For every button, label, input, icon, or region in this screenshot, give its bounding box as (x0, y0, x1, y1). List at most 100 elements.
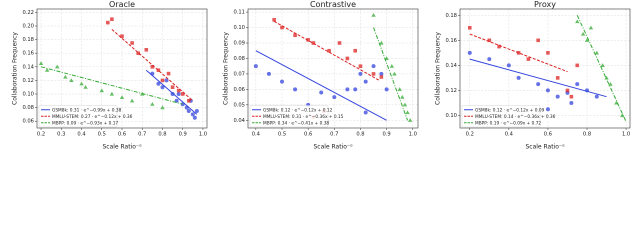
y-tick-label: 0.12 (22, 78, 34, 84)
legend-label: MMLU-STEM: 0.27 · e^−0.12x + 0.36 (52, 114, 133, 120)
point (99, 88, 104, 93)
point (363, 79, 368, 84)
point (150, 102, 155, 106)
point (516, 75, 521, 80)
point (555, 94, 560, 99)
x-tick-label: 0.4 (77, 132, 86, 138)
point (164, 78, 169, 83)
x-tick-label: 0.8 (158, 132, 166, 138)
point (371, 64, 376, 69)
point (594, 94, 599, 99)
point (106, 20, 110, 25)
point (280, 79, 284, 84)
y-tick-label: 0.14 (445, 63, 457, 69)
point (575, 63, 580, 68)
point (332, 95, 337, 100)
x-tick-label: 0.8 (583, 132, 591, 138)
legend-label: GSM8k: 0.12 · e^−0.12x + 0.09 (475, 107, 545, 113)
point (156, 68, 161, 72)
plot-frame (247, 8, 419, 129)
x-tick-label: 0.7 (330, 132, 338, 138)
point (83, 85, 88, 89)
y-tick-label: 0.09 (233, 41, 245, 47)
point (144, 48, 149, 52)
point (536, 82, 541, 87)
y-tick-label: 0.08 (233, 56, 245, 62)
point (129, 98, 135, 103)
point (384, 87, 389, 92)
point (120, 34, 124, 38)
y-tick-label: 0.18 (445, 13, 457, 19)
point (170, 85, 175, 89)
x-tick-label: 0.4 (252, 132, 261, 138)
x-tick-label: 0.3 (57, 132, 65, 138)
point (358, 71, 363, 76)
x-tick-label: 0.4 (505, 132, 514, 138)
point (467, 50, 472, 55)
point (487, 38, 492, 43)
y-tick-label: 0.11 (233, 10, 245, 16)
point (545, 88, 550, 93)
point (389, 63, 395, 68)
point (160, 78, 165, 83)
point (170, 92, 175, 96)
x-tick-label: 0.5 (98, 132, 106, 138)
plot-frame (459, 8, 631, 129)
x-axis-label: Scale Ratio⁻ᵅ (525, 144, 565, 151)
point (575, 19, 580, 24)
point (293, 87, 298, 92)
point (575, 82, 580, 87)
point (79, 81, 84, 86)
point (186, 109, 191, 113)
point (44, 68, 50, 72)
point (358, 64, 363, 68)
figure: Oracle Scale Ratio⁻ᵅ Collaboration Frequen… (12, 0, 631, 151)
y-tick-label: 0.04 (233, 118, 245, 124)
fit-line (145, 69, 198, 115)
point (156, 81, 161, 86)
point (580, 31, 586, 36)
point (405, 110, 410, 115)
point (402, 102, 408, 107)
point (327, 48, 331, 53)
point (353, 87, 358, 92)
legend-label: GSM8k: 0.12 · e^−0.12x + 0.12 (263, 107, 333, 113)
point (69, 78, 74, 82)
x-tick-label: 0.6 (304, 132, 312, 138)
y-tick-label: 0.07 (233, 71, 245, 77)
point (565, 88, 570, 93)
x-tick-label: 0.6 (118, 132, 126, 138)
point (192, 115, 197, 120)
point (38, 61, 44, 65)
x-tick-label: 0.5 (278, 132, 286, 138)
point (293, 33, 297, 38)
point (194, 109, 199, 113)
y-tick-label: 0.10 (22, 92, 34, 98)
y-tick-label: 0.14 (22, 64, 34, 70)
point (119, 95, 125, 99)
y-tick-label: 0.10 (445, 113, 457, 119)
point (110, 17, 114, 21)
point (379, 40, 384, 45)
point (176, 92, 181, 96)
point (497, 44, 501, 49)
x-axis-label: Scale Ratio⁻ᵅ (313, 144, 353, 151)
x-tick-label: 0.2 (466, 132, 474, 138)
y-tick-label: 0.08 (22, 105, 34, 111)
point (150, 65, 155, 69)
point (63, 74, 68, 79)
point (319, 90, 324, 95)
point (166, 71, 171, 76)
x-axis-label: Scale Ratio⁻ᵅ (102, 144, 142, 151)
point (253, 64, 258, 69)
y-tick-label: 0.06 (233, 87, 245, 93)
x-tick-label: 1.0 (199, 132, 207, 138)
point (407, 118, 413, 122)
point (584, 38, 590, 42)
y-axis-label: Collaboration Frequency (435, 32, 442, 105)
legend-box (461, 105, 541, 128)
point (526, 57, 531, 61)
y-tick-label: 0.16 (22, 51, 34, 57)
point (487, 57, 492, 62)
x-tick-label: 0.9 (179, 132, 187, 138)
